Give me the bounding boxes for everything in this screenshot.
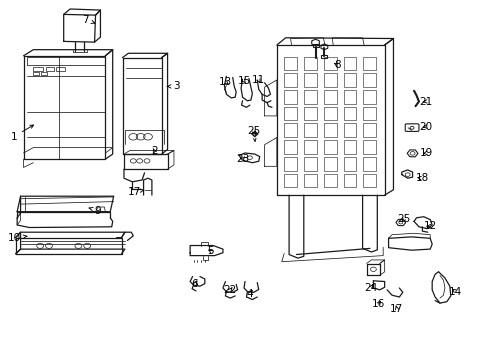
Bar <box>41 72 47 75</box>
Text: 13: 13 <box>219 77 232 87</box>
Bar <box>343 90 356 104</box>
Bar <box>364 174 376 187</box>
Bar <box>284 107 297 121</box>
Bar <box>343 123 356 137</box>
Text: 16: 16 <box>371 299 385 309</box>
Bar <box>284 90 297 104</box>
Text: 7: 7 <box>82 15 95 25</box>
Bar <box>284 57 297 70</box>
Text: 25: 25 <box>397 214 411 224</box>
Bar <box>343 174 356 187</box>
Text: 2: 2 <box>151 146 158 156</box>
Text: 5: 5 <box>207 246 214 256</box>
Bar <box>304 73 317 87</box>
Text: 25: 25 <box>247 126 261 136</box>
Bar <box>364 73 376 87</box>
Text: 4: 4 <box>246 289 253 299</box>
Text: 9: 9 <box>89 206 101 216</box>
Text: 10: 10 <box>8 233 27 243</box>
Bar <box>304 107 317 121</box>
Bar <box>324 174 337 187</box>
Bar <box>343 73 356 87</box>
Bar <box>364 157 376 171</box>
Bar <box>284 123 297 137</box>
Text: 3: 3 <box>167 81 180 91</box>
Text: 15: 15 <box>237 76 251 86</box>
Bar <box>304 174 317 187</box>
Bar <box>284 73 297 87</box>
Bar <box>343 140 356 154</box>
Bar <box>304 157 317 171</box>
Text: 1: 1 <box>10 125 33 142</box>
Bar <box>324 57 337 70</box>
Text: 6: 6 <box>192 279 198 289</box>
Bar <box>304 57 317 70</box>
Text: 8: 8 <box>334 60 341 70</box>
Text: 22: 22 <box>223 285 237 295</box>
Bar <box>343 107 356 121</box>
Text: 21: 21 <box>419 96 433 107</box>
Bar <box>284 174 297 187</box>
Text: 14: 14 <box>449 287 463 297</box>
Text: 23: 23 <box>236 154 249 164</box>
Text: 12: 12 <box>423 221 437 231</box>
Bar <box>324 73 337 87</box>
Text: 24: 24 <box>364 283 378 293</box>
Text: 20: 20 <box>420 122 433 132</box>
Bar <box>343 57 356 70</box>
Bar <box>324 90 337 104</box>
Bar <box>364 57 376 70</box>
Bar <box>321 55 327 58</box>
Text: 18: 18 <box>416 173 429 183</box>
Bar <box>324 123 337 137</box>
Bar <box>343 157 356 171</box>
Bar <box>324 157 337 171</box>
Bar <box>324 107 337 121</box>
Bar <box>313 44 318 47</box>
Bar <box>364 107 376 121</box>
Bar <box>364 123 376 137</box>
Bar <box>33 72 39 75</box>
Bar <box>304 90 317 104</box>
Bar <box>284 140 297 154</box>
Bar <box>33 67 43 71</box>
Bar <box>56 67 65 71</box>
Text: 17: 17 <box>127 186 144 197</box>
Text: 17: 17 <box>390 304 404 314</box>
Bar <box>324 140 337 154</box>
Bar <box>304 123 317 137</box>
Bar <box>364 90 376 104</box>
Bar <box>364 140 376 154</box>
Bar <box>284 157 297 171</box>
Text: 19: 19 <box>419 148 433 158</box>
Text: 11: 11 <box>252 75 266 85</box>
Bar <box>304 140 317 154</box>
Bar <box>46 67 54 71</box>
